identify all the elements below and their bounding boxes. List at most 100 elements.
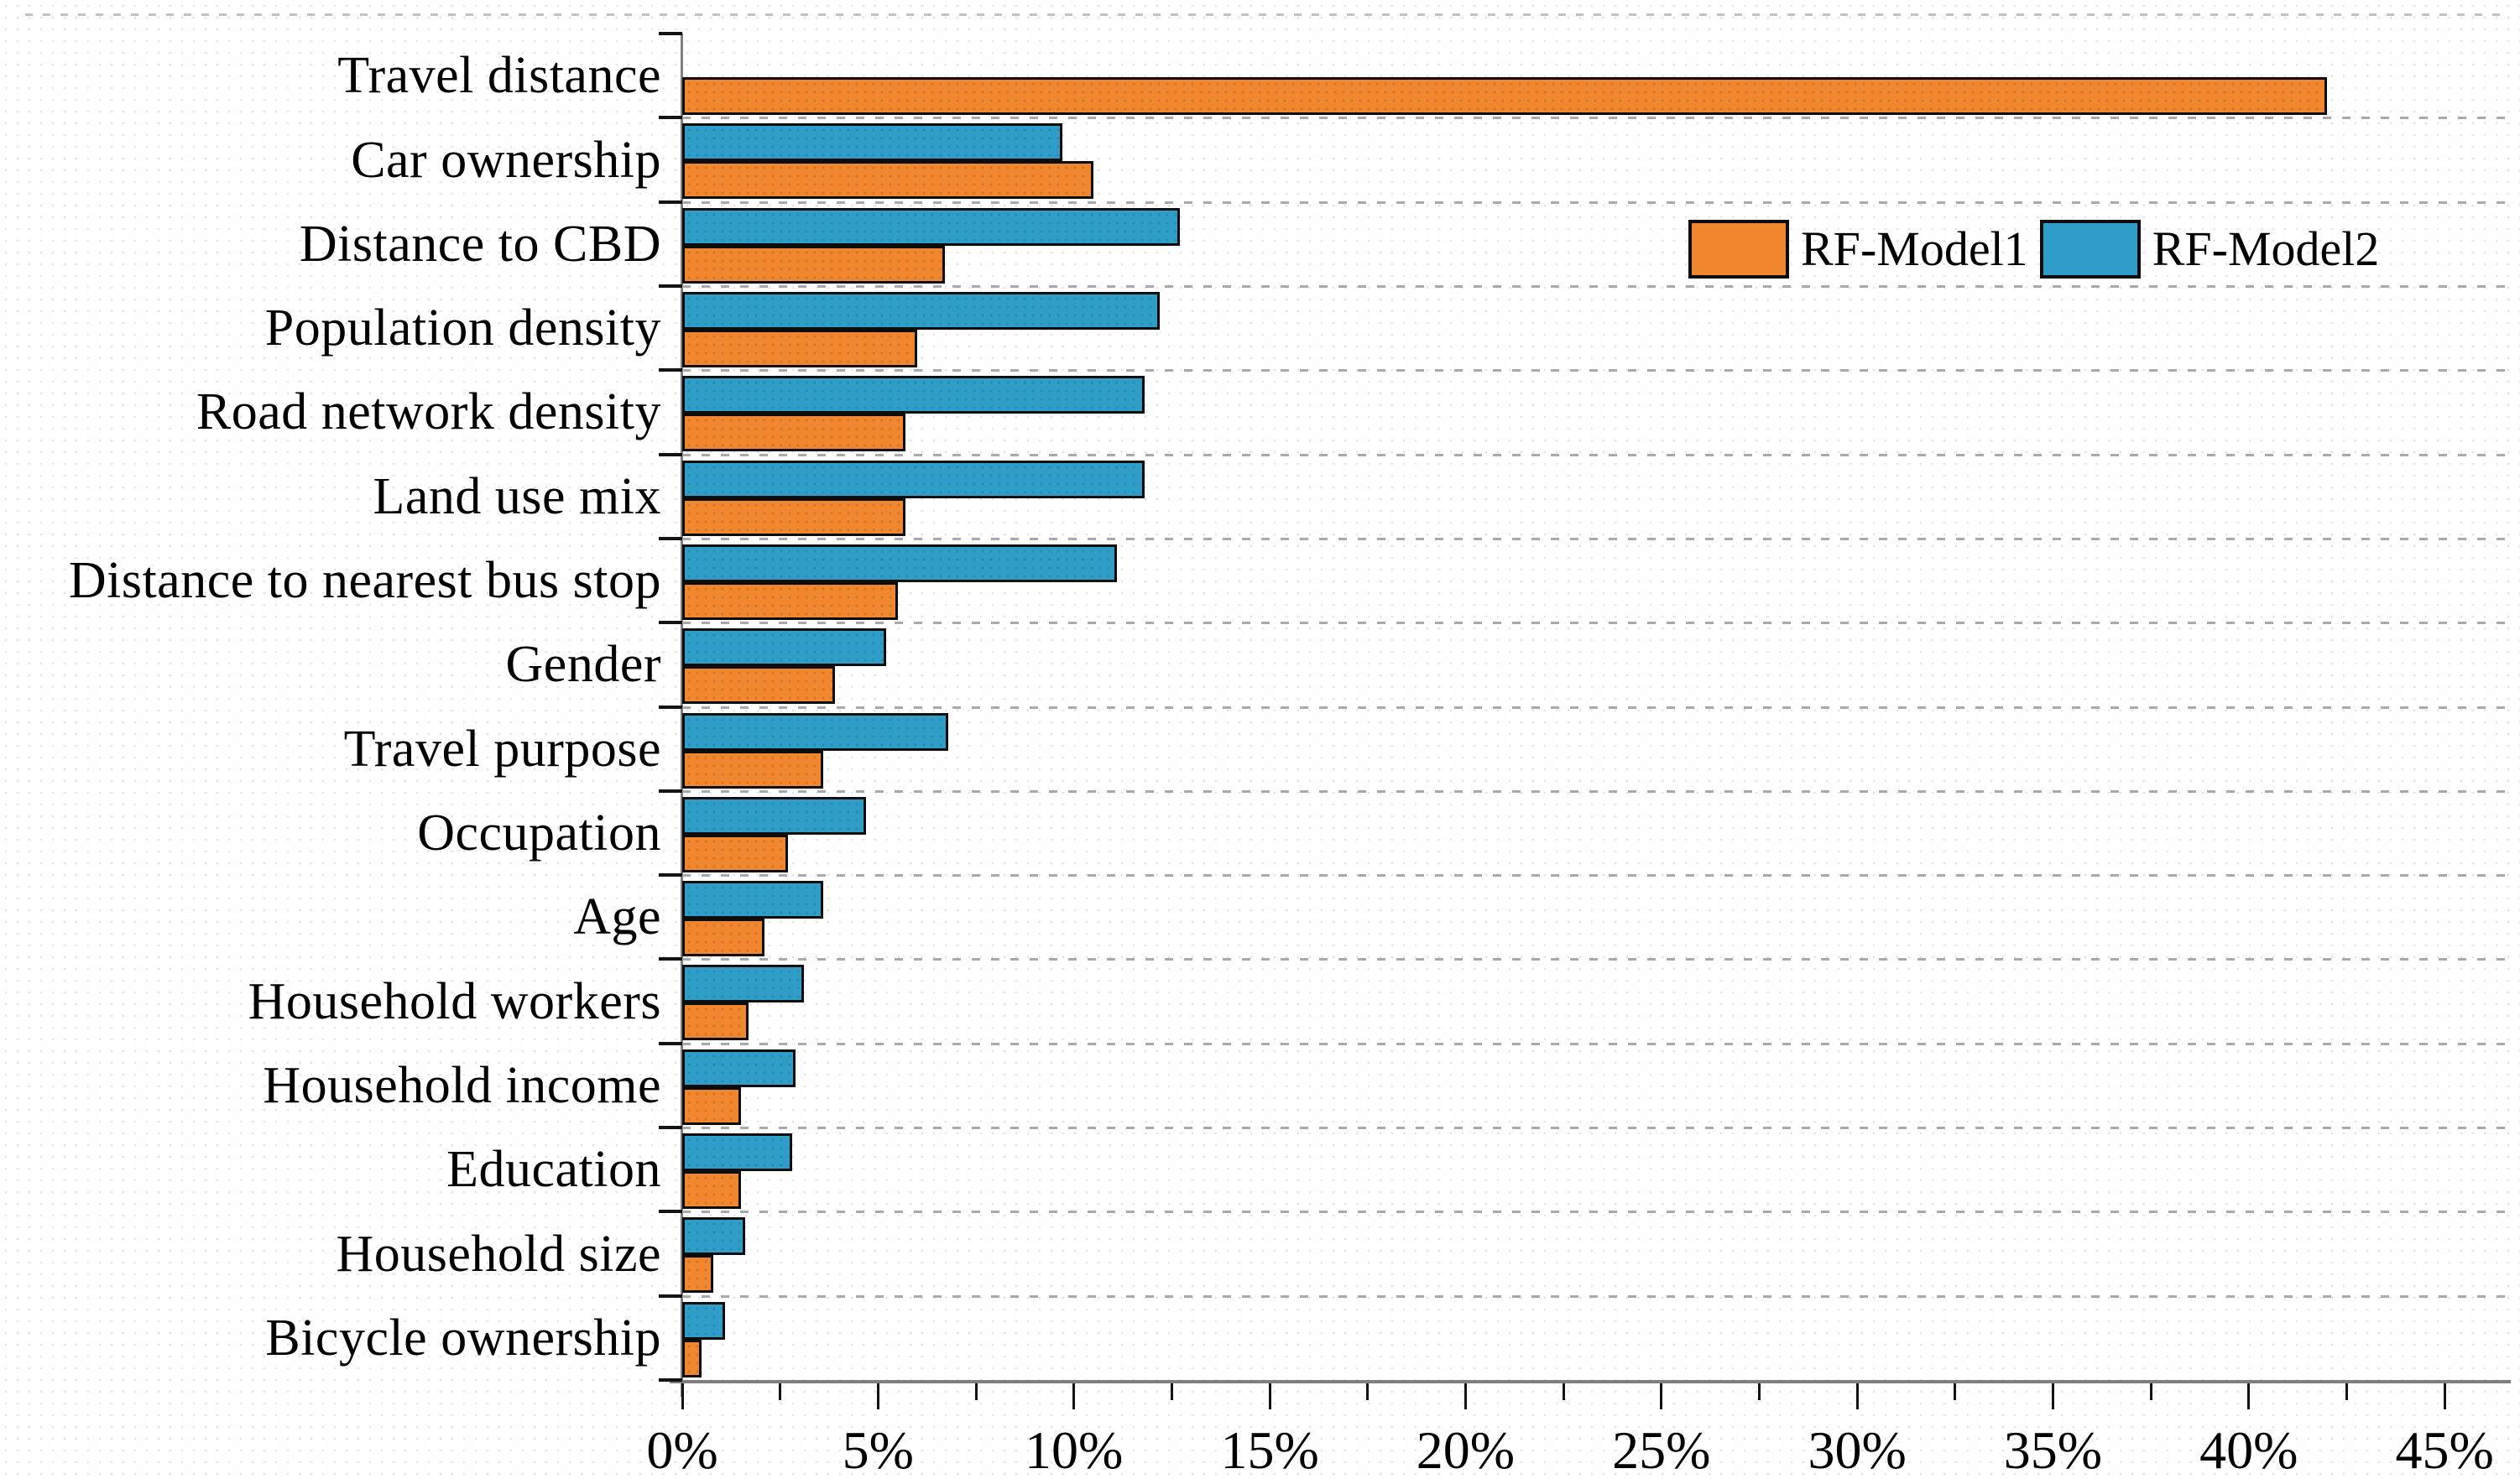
bar-rf-model1-land-use-mix: [682, 497, 905, 536]
bar-rf-model2-gender: [682, 628, 886, 667]
y-axis-tick: [659, 32, 682, 35]
x-axis-major-tick: [1660, 1383, 1663, 1409]
bar-rf-model2-education: [682, 1133, 792, 1172]
category-label-age: Age: [573, 888, 661, 946]
gridline: [682, 284, 2505, 288]
y-axis-tick: [659, 705, 682, 709]
gridline: [682, 874, 2505, 878]
x-axis-major-tick: [1268, 1383, 1271, 1409]
bar-rf-model2-population-density: [682, 291, 1161, 330]
gridline: [682, 453, 2505, 456]
category-label-travel-purpose: Travel purpose: [343, 720, 661, 778]
x-axis-minor-tick: [779, 1383, 782, 1400]
x-tick-label-15-: 15%: [1220, 1420, 1319, 1479]
y-axis-tick: [659, 1378, 682, 1382]
bar-rf-model1-car-ownership: [682, 161, 1093, 200]
x-tick-label-40-: 40%: [2199, 1420, 2298, 1479]
legend-label-rf-model2: RF-Model2: [2152, 221, 2380, 276]
x-axis-major-tick: [876, 1383, 879, 1409]
category-label-distance-to-cbd: Distance to CBD: [299, 215, 661, 273]
gridline: [682, 369, 2505, 372]
x-axis-major-tick: [2443, 1383, 2446, 1409]
category-label-household-size: Household size: [336, 1225, 661, 1283]
legend-swatch-rf-model1: [1688, 220, 1789, 279]
x-axis-minor-tick: [1366, 1383, 1370, 1400]
category-label-bicycle-ownership: Bicycle ownership: [265, 1309, 661, 1367]
gridline: [682, 789, 2505, 793]
gridline: [682, 1042, 2505, 1045]
figure-top-dashed-border: [25, 13, 2509, 16]
y-axis-tick: [659, 116, 682, 120]
y-axis-tick: [659, 1126, 682, 1130]
y-axis-tick: [659, 284, 682, 288]
bar-rf-model2-distance-to-nearest-bus-stop: [682, 544, 1117, 582]
x-axis-major-tick: [2247, 1383, 2251, 1409]
y-axis-tick: [659, 1294, 682, 1298]
gridline: [682, 958, 2505, 961]
category-label-travel-distance: Travel distance: [337, 47, 661, 105]
bar-rf-model1-age: [682, 919, 764, 957]
x-axis-minor-tick: [1562, 1383, 1565, 1400]
gridline: [682, 706, 2505, 709]
x-tick-label-20-: 20%: [1416, 1420, 1516, 1479]
bar-rf-model1-travel-purpose: [682, 750, 823, 789]
bar-rf-model2-bicycle-ownership: [682, 1301, 726, 1340]
x-axis-line: [670, 1380, 2511, 1383]
bar-rf-model1-distance-to-nearest-bus-stop: [682, 581, 898, 620]
category-label-population-density: Population density: [264, 299, 661, 357]
category-label-household-income: Household income: [263, 1056, 661, 1114]
bar-rf-model2-household-income: [682, 1049, 796, 1087]
y-axis-tick: [659, 368, 682, 372]
y-axis-tick: [659, 957, 682, 961]
y-axis-tick: [659, 873, 682, 878]
y-axis-tick: [659, 536, 682, 540]
gridline: [682, 537, 2505, 540]
y-axis-tick: [659, 1210, 682, 1214]
category-label-distance-to-nearest-bus-stop: Distance to nearest bus stop: [68, 552, 661, 609]
x-axis-minor-tick: [1170, 1383, 1173, 1400]
x-axis-major-tick: [681, 1383, 684, 1409]
x-axis-major-tick: [1072, 1383, 1076, 1409]
bar-rf-model2-age: [682, 881, 823, 919]
bar-rf-model2-travel-purpose: [682, 712, 949, 751]
bar-rf-model1-travel-distance: [682, 77, 2328, 115]
bar-rf-model1-distance-to-cbd: [682, 245, 945, 284]
x-axis-minor-tick: [1954, 1383, 1957, 1400]
x-tick-label-35-: 35%: [2003, 1420, 2103, 1479]
category-label-occupation: Occupation: [417, 805, 661, 862]
x-tick-label-25-: 25%: [1612, 1420, 1711, 1479]
x-tick-label-30-: 30%: [1808, 1420, 1907, 1479]
category-label-car-ownership: Car ownership: [351, 131, 661, 189]
gridline: [682, 1294, 2505, 1298]
bar-rf-model2-land-use-mix: [682, 460, 1145, 498]
bar-rf-model1-bicycle-ownership: [682, 1339, 702, 1377]
gridline: [682, 1127, 2505, 1130]
category-label-education: Education: [446, 1141, 661, 1199]
bar-rf-model1-education: [682, 1171, 741, 1210]
bar-rf-model1-road-network-density: [682, 414, 905, 452]
y-axis-tick: [659, 200, 682, 204]
y-axis-tick: [659, 621, 682, 625]
x-tick-label-10-: 10%: [1025, 1420, 1124, 1479]
y-axis-line: [681, 34, 683, 1397]
bar-rf-model2-occupation: [682, 796, 867, 835]
y-axis-tick: [659, 452, 682, 456]
bar-rf-model2-household-workers: [682, 965, 804, 1003]
x-axis-major-tick: [1463, 1383, 1467, 1409]
bar-rf-model1-population-density: [682, 329, 917, 367]
bar-rf-model2-car-ownership: [682, 123, 1062, 162]
gridline: [682, 117, 2505, 120]
category-label-road-network-density: Road network density: [196, 383, 661, 441]
x-axis-major-tick: [2051, 1383, 2054, 1409]
gridline: [682, 200, 2505, 204]
bar-rf-model2-household-size: [682, 1217, 745, 1256]
bar-rf-model2-distance-to-cbd: [682, 207, 1180, 246]
bar-rf-model1-gender: [682, 666, 835, 705]
x-tick-label-0-: 0%: [646, 1420, 718, 1479]
x-axis-major-tick: [1855, 1383, 1859, 1409]
legend-label-rf-model1: RF-Model1: [1801, 221, 2028, 276]
x-tick-label-45-: 45%: [2395, 1420, 2494, 1479]
category-label-household-workers: Household workers: [248, 972, 661, 1030]
bar-rf-model1-household-size: [682, 1255, 714, 1294]
y-axis-tick: [659, 789, 682, 793]
